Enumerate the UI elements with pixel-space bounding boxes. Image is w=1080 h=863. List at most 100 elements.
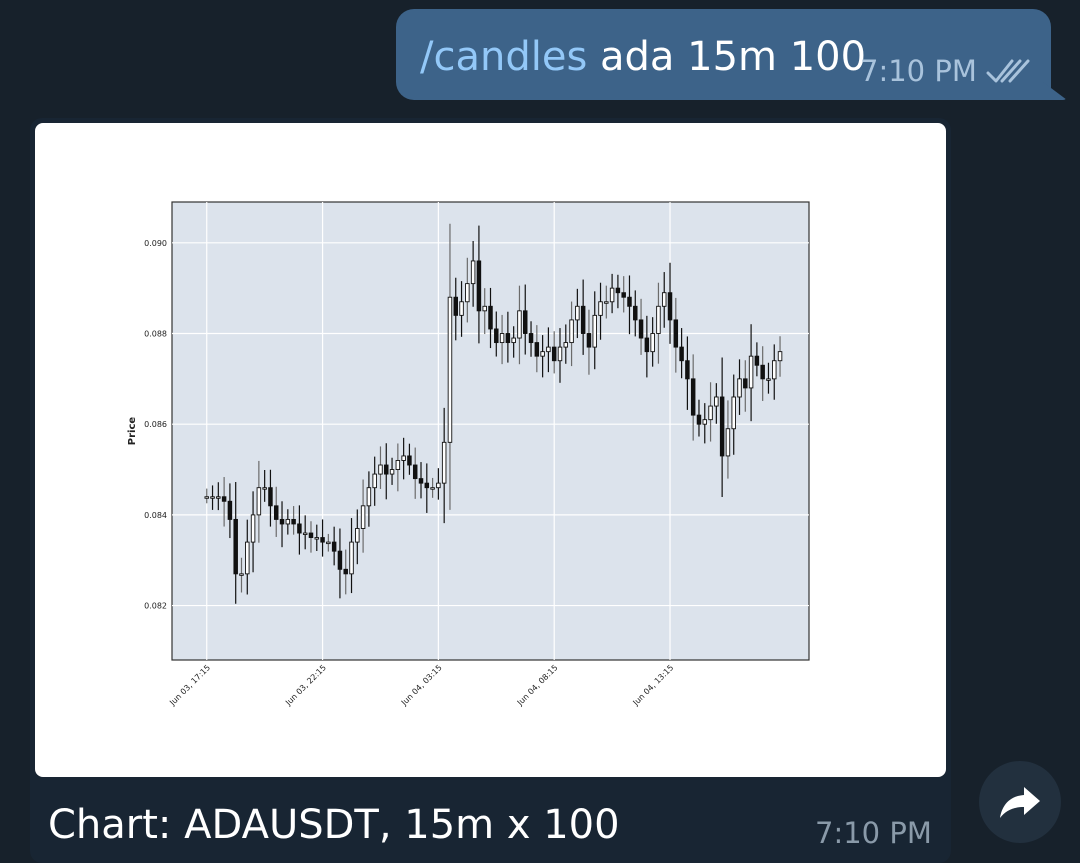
candle-body — [627, 296, 632, 307]
candle-body — [285, 518, 291, 525]
candle-body — [372, 473, 377, 489]
candle-body — [256, 487, 262, 516]
bot-command-link[interactable]: /candles — [420, 34, 588, 80]
candle-body — [250, 514, 256, 543]
outgoing-bubble-tail — [1043, 82, 1067, 100]
candle-body — [667, 292, 673, 321]
candle-body — [633, 305, 638, 321]
candle-body — [621, 292, 626, 298]
candle-body — [679, 346, 684, 362]
candle-body — [517, 310, 522, 339]
candle-body — [719, 396, 725, 457]
candle-body — [395, 460, 401, 470]
y-tick-label: 0.086 — [144, 420, 167, 429]
incoming-message-time: 7:10 PM — [815, 816, 932, 850]
y-tick-labels: 0.082 0.084 0.086 0.088 0.090 — [144, 239, 167, 611]
candle-body — [291, 518, 296, 525]
candle-body — [499, 333, 505, 344]
candle-body — [696, 414, 702, 425]
outgoing-message-text: /candles ada 15m 100 — [420, 30, 866, 84]
candle-body — [569, 319, 574, 344]
candle-body — [441, 441, 447, 484]
candle-body — [708, 405, 713, 421]
candle-body — [540, 351, 545, 357]
candle-body — [465, 283, 470, 303]
candle-body — [331, 541, 337, 552]
candle-body — [227, 500, 233, 520]
candle-body — [609, 287, 615, 303]
chart-image[interactable]: 0.082 0.084 0.086 0.088 0.090 Jun 03, 17:15 J… — [35, 123, 946, 777]
x-tick-label: Jun 04, 03:15 — [399, 663, 444, 708]
candle-body — [401, 455, 406, 461]
candle-body — [320, 537, 325, 543]
candle-body — [743, 378, 748, 389]
candle-body — [343, 568, 348, 575]
candle-body — [748, 355, 754, 389]
candle-body — [777, 351, 783, 362]
candle-body — [273, 505, 279, 520]
candle-body — [337, 550, 343, 570]
candle-body — [511, 337, 516, 344]
candle-body — [557, 346, 563, 362]
candle-body — [563, 342, 569, 348]
x-tick-label: Jun 04, 13:15 — [631, 663, 676, 708]
candle-body — [297, 523, 302, 534]
double-check-icon — [986, 59, 1030, 83]
candle-body — [551, 346, 557, 362]
candle-body — [326, 541, 331, 545]
candle-body — [389, 469, 395, 475]
candle-body — [644, 337, 650, 353]
y-tick-label: 0.082 — [144, 602, 167, 611]
candle-body — [407, 455, 412, 466]
candle-body — [308, 532, 314, 539]
share-button[interactable] — [979, 761, 1061, 843]
candle-body — [534, 342, 540, 357]
candle-bodies — [204, 260, 783, 576]
candle-body — [436, 482, 441, 489]
grid-lines — [172, 202, 809, 660]
candle-body — [412, 464, 418, 480]
candle-body — [204, 496, 209, 499]
candle-body — [459, 301, 464, 316]
candle-body — [314, 537, 320, 540]
candle-body — [528, 333, 534, 344]
candle-body — [239, 573, 244, 576]
candle-body — [245, 541, 250, 575]
candle-body — [221, 496, 227, 502]
candle-body — [233, 518, 238, 575]
candle-body — [476, 260, 482, 312]
candle-body — [355, 528, 360, 543]
candle-body — [656, 305, 661, 334]
candle-body — [766, 378, 771, 381]
candle-body — [702, 419, 708, 425]
candle-body — [731, 396, 736, 430]
photo-caption: Chart: ADAUSDT, 15m x 100 — [48, 802, 620, 848]
candle-body — [366, 487, 372, 507]
candle-body — [302, 532, 308, 535]
candle-body — [737, 378, 742, 398]
candle-body — [494, 328, 499, 344]
candle-body — [523, 310, 528, 334]
outgoing-message-bubble[interactable] — [396, 9, 1051, 100]
candle-body — [754, 355, 760, 366]
candle-body — [685, 360, 690, 380]
candle-body — [575, 305, 580, 321]
candle-body — [714, 396, 719, 407]
candle-body — [349, 541, 354, 575]
candle-body — [210, 496, 215, 499]
candle-body — [673, 319, 679, 348]
candle-body — [262, 487, 267, 490]
candle-body — [430, 487, 435, 490]
outgoing-message-time: 7:10 PM — [860, 54, 977, 88]
command-arguments: ada 15m 100 — [587, 34, 867, 80]
candle-body — [424, 482, 430, 489]
y-tick-label: 0.084 — [144, 511, 167, 520]
candle-body — [661, 292, 667, 307]
y-tick-label: 0.088 — [144, 330, 167, 339]
share-arrow-icon — [1000, 787, 1040, 818]
candle-body — [418, 478, 424, 484]
candle-body — [453, 296, 458, 316]
y-tick-label: 0.090 — [144, 239, 167, 248]
candle-body — [268, 487, 273, 507]
